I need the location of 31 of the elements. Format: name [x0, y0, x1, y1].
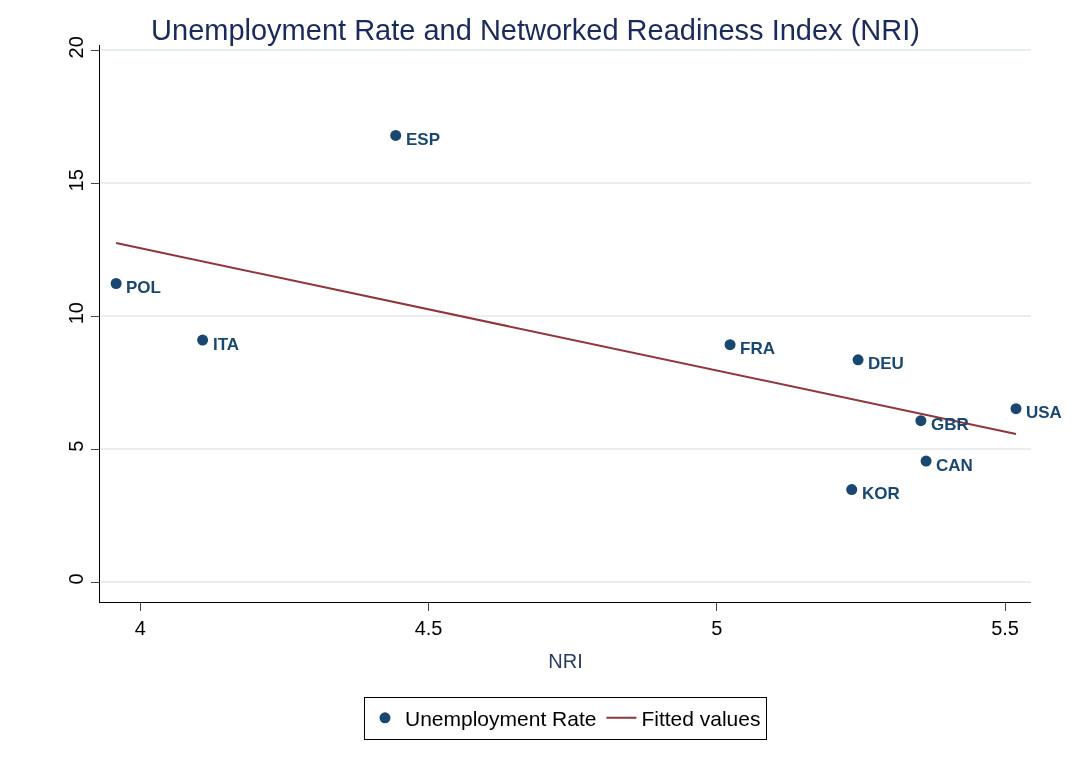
legend-label: Unemployment Rate [405, 707, 597, 731]
y-tick-label: 5 [65, 440, 87, 452]
annotation: KOR [862, 484, 900, 503]
point [846, 484, 858, 496]
x-tick-label: 4.5 [414, 617, 443, 639]
legend-label: Fitted values [641, 707, 761, 731]
point [110, 277, 122, 289]
chart-title: Unemployment Rate and Networked Readiness Index (NRI) [151, 13, 920, 46]
point [390, 129, 402, 141]
x-tick-label: 5 [711, 617, 723, 639]
point [915, 415, 927, 427]
annotation: GBR [931, 415, 969, 434]
annotation: DEU [868, 354, 904, 373]
point [920, 455, 932, 467]
y-tick-label: 0 [65, 573, 87, 585]
y-tick-label: 10 [65, 302, 87, 325]
annotation: CAN [936, 456, 973, 475]
y-tick-label: 15 [65, 169, 87, 192]
annotation: USA [1026, 403, 1062, 422]
point [1010, 403, 1022, 415]
point [724, 339, 736, 351]
annotation: ITA [213, 335, 240, 354]
x-tick-label: 5.5 [991, 617, 1019, 639]
annotation: ESP [406, 130, 441, 149]
x-axis-title: NRI [548, 649, 583, 672]
x-tick-label: 4 [134, 617, 146, 639]
annotation: FRA [740, 339, 775, 358]
y-tick-label: 20 [65, 36, 87, 59]
annotation: POL [126, 278, 161, 297]
point [197, 334, 209, 346]
point [852, 354, 864, 366]
